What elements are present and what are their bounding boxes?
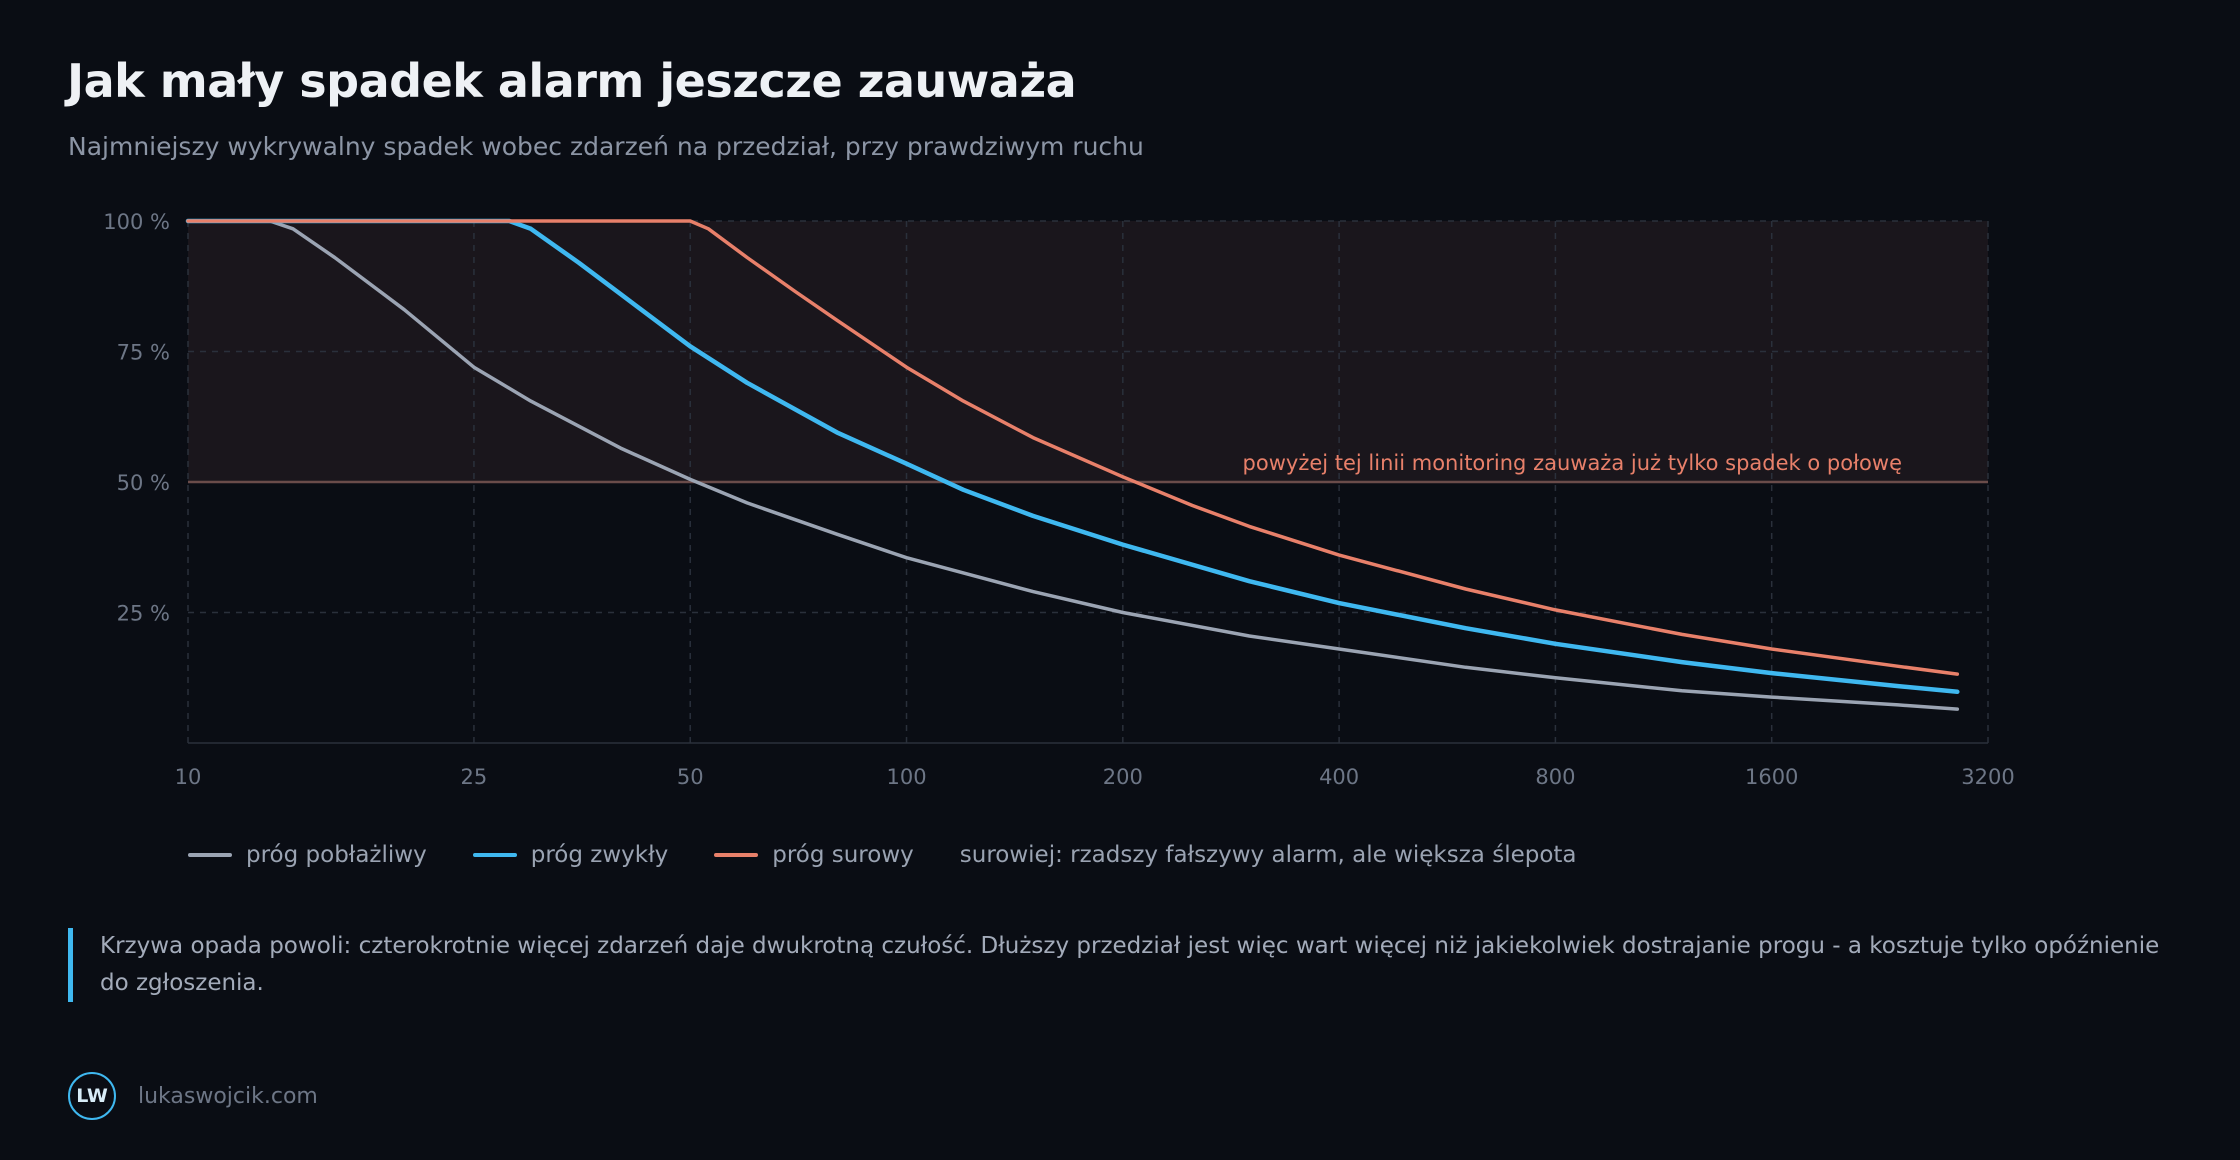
chart-subtitle: Najmniejszy wykrywalny spadek wobec zdar…	[68, 132, 1144, 161]
legend-item-normal: próg zwykły	[472, 842, 669, 868]
legend-swatch-normal	[472, 853, 517, 857]
legend-label-strict: próg surowy	[772, 842, 914, 868]
x-tick-label: 200	[1103, 765, 1143, 789]
y-tick-label: 100 %	[103, 210, 170, 234]
series-line-3	[186, 219, 1960, 676]
x-tick-label: 50	[677, 765, 704, 789]
footer: LW lukaswojcik.com	[68, 1072, 318, 1120]
x-tick-label: 25	[461, 765, 488, 789]
y-tick-label: 50 %	[117, 471, 170, 495]
legend-swatch-lenient	[188, 853, 232, 857]
callout-note: Krzywa opada powoli: czterokrotnie więce…	[68, 928, 2160, 1002]
footer-site: lukaswojcik.com	[138, 1083, 318, 1109]
legend-label-lenient: próg pobłażliwy	[246, 842, 427, 868]
legend-item-strict: próg surowy	[714, 842, 914, 868]
x-tick-label: 400	[1319, 765, 1359, 789]
x-tick-label: 100	[886, 765, 926, 789]
legend-label-normal: próg zwykły	[530, 842, 669, 868]
x-tick-label: 10	[175, 765, 202, 789]
y-tick-label: 25 %	[117, 602, 170, 626]
x-tick-label: 3200	[1961, 765, 2014, 789]
chart-title: Jak mały spadek alarm jeszcze zauważa	[67, 54, 1077, 108]
x-tick-label: 800	[1535, 765, 1575, 789]
legend-note: surowiej: rzadszy fałszywy alarm, ale wi…	[959, 842, 1577, 868]
y-tick-label: 75 %	[117, 341, 170, 365]
series-line-1	[186, 219, 1960, 711]
legend-item-lenient: próg pobłażliwy	[188, 842, 427, 868]
legend-swatch-strict	[714, 853, 759, 857]
legend: próg pobłażliwy próg zwykły próg surowy …	[188, 842, 1577, 868]
series-line-2	[185, 218, 1960, 695]
line-chart: powyżej tej linii monitoring zauważa już…	[103, 210, 2014, 789]
threshold-label: powyżej tej linii monitoring zauważa już…	[1243, 451, 1902, 475]
x-tick-label: 1600	[1745, 765, 1798, 789]
logo-badge: LW	[68, 1072, 116, 1120]
